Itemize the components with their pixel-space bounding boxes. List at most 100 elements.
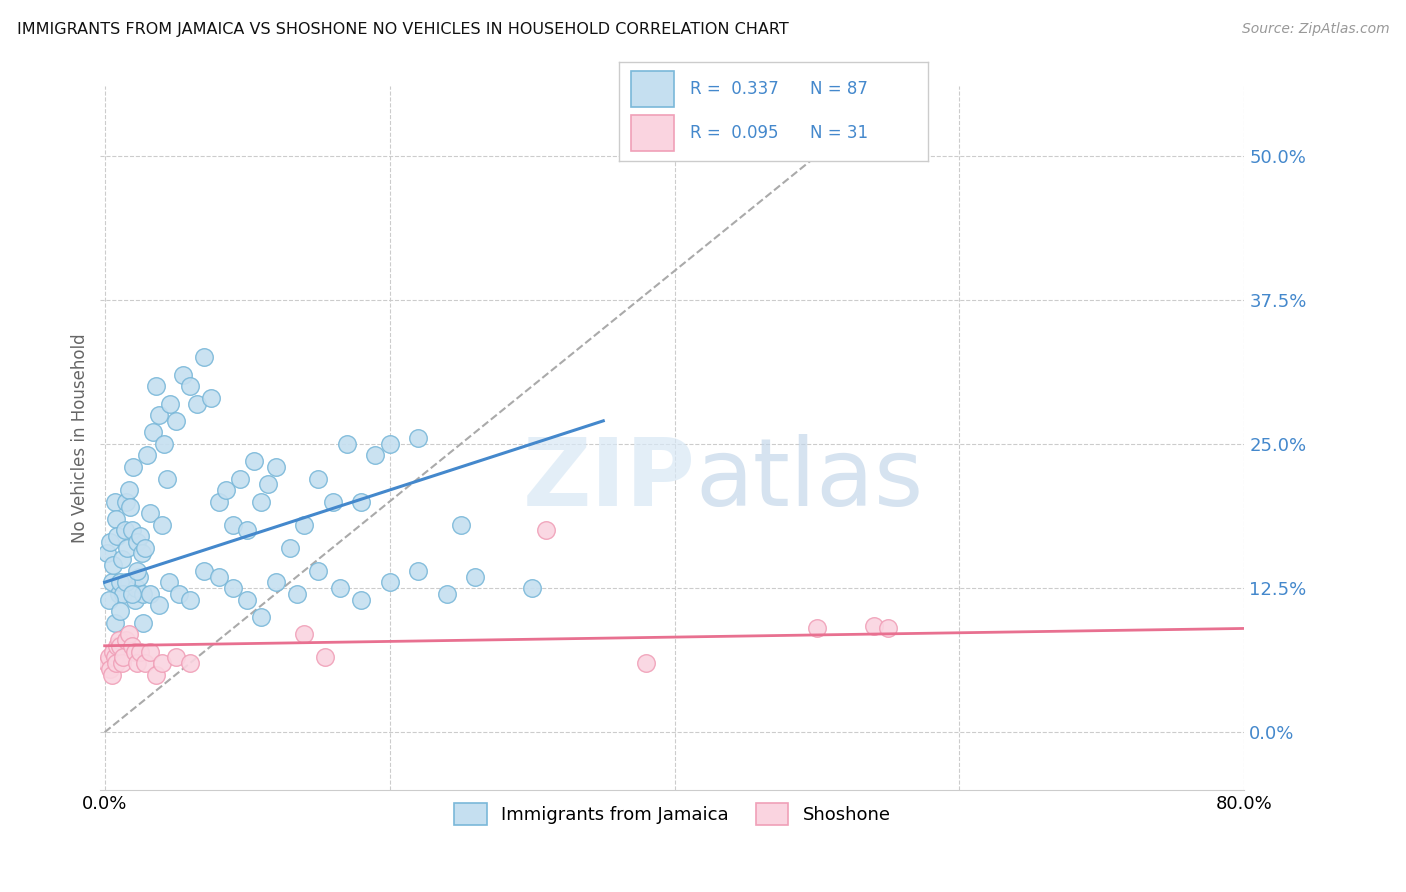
Point xyxy=(148,599,170,613)
Point xyxy=(124,644,146,658)
Point xyxy=(101,558,124,572)
Point xyxy=(104,650,127,665)
Point xyxy=(131,546,153,560)
Point xyxy=(436,587,458,601)
Point xyxy=(125,581,148,595)
Point xyxy=(96,656,118,670)
Point xyxy=(278,541,301,555)
Point xyxy=(200,391,222,405)
Point xyxy=(167,587,190,601)
Text: R =  0.095: R = 0.095 xyxy=(690,124,779,142)
Point xyxy=(250,494,273,508)
Point xyxy=(634,656,657,670)
Y-axis label: No Vehicles in Household: No Vehicles in Household xyxy=(72,334,89,543)
Point xyxy=(118,483,141,497)
Point xyxy=(350,494,373,508)
Point xyxy=(132,587,155,601)
Point xyxy=(292,627,315,641)
Point xyxy=(100,667,122,681)
Point xyxy=(134,656,156,670)
Point xyxy=(101,644,124,658)
Point xyxy=(97,592,120,607)
Point xyxy=(179,656,201,670)
Text: N = 87: N = 87 xyxy=(810,80,869,98)
Point xyxy=(112,650,135,665)
Point xyxy=(215,483,238,497)
Point xyxy=(257,477,280,491)
Point xyxy=(153,437,176,451)
Point xyxy=(112,587,135,601)
Point xyxy=(100,575,122,590)
Point xyxy=(193,351,215,365)
Point xyxy=(364,449,387,463)
FancyBboxPatch shape xyxy=(631,71,675,107)
Point xyxy=(127,564,149,578)
Point xyxy=(105,656,128,670)
Point xyxy=(142,425,165,440)
Point xyxy=(96,546,118,560)
Point xyxy=(520,581,543,595)
Point xyxy=(129,529,152,543)
Point xyxy=(292,517,315,532)
Point xyxy=(110,575,132,590)
Point xyxy=(97,650,120,665)
Point xyxy=(264,460,287,475)
Text: atlas: atlas xyxy=(695,434,924,526)
Point xyxy=(236,592,259,607)
Point xyxy=(179,592,201,607)
Point xyxy=(307,564,329,578)
Point xyxy=(111,656,134,670)
Point xyxy=(450,517,472,532)
Point xyxy=(536,524,558,538)
Point xyxy=(107,639,129,653)
Point xyxy=(111,552,134,566)
Point xyxy=(115,632,138,647)
Point xyxy=(159,396,181,410)
Point xyxy=(121,639,143,653)
Point xyxy=(148,408,170,422)
Point xyxy=(186,396,208,410)
Point xyxy=(145,667,167,681)
Point xyxy=(127,535,149,549)
Point xyxy=(863,619,886,633)
Point xyxy=(329,581,352,595)
Point xyxy=(222,581,245,595)
Point xyxy=(378,575,401,590)
Point xyxy=(117,541,139,555)
Point xyxy=(128,569,150,583)
Point xyxy=(157,575,180,590)
Point xyxy=(127,656,149,670)
Point xyxy=(314,650,336,665)
Point xyxy=(108,587,131,601)
Point xyxy=(806,622,828,636)
Text: Source: ZipAtlas.com: Source: ZipAtlas.com xyxy=(1241,22,1389,37)
Point xyxy=(107,529,129,543)
Text: N = 31: N = 31 xyxy=(810,124,869,142)
Point xyxy=(165,650,187,665)
Text: IMMIGRANTS FROM JAMAICA VS SHOSHONE NO VEHICLES IN HOUSEHOLD CORRELATION CHART: IMMIGRANTS FROM JAMAICA VS SHOSHONE NO V… xyxy=(17,22,789,37)
Point xyxy=(179,379,201,393)
Point xyxy=(207,494,229,508)
Point xyxy=(98,535,121,549)
Point xyxy=(156,471,179,485)
Point xyxy=(122,460,145,475)
Point xyxy=(307,471,329,485)
Point xyxy=(120,500,142,515)
Text: ZIP: ZIP xyxy=(523,434,695,526)
Point xyxy=(322,494,344,508)
Point xyxy=(172,368,194,382)
Point xyxy=(150,517,173,532)
Point xyxy=(350,592,373,607)
Point xyxy=(222,517,245,532)
Point xyxy=(250,610,273,624)
Point xyxy=(139,587,162,601)
Point xyxy=(243,454,266,468)
Point xyxy=(139,506,162,520)
Point xyxy=(336,437,359,451)
Point xyxy=(406,564,429,578)
Point xyxy=(110,604,132,618)
Point xyxy=(115,575,138,590)
Point xyxy=(104,615,127,630)
Point xyxy=(236,524,259,538)
Point xyxy=(150,656,173,670)
